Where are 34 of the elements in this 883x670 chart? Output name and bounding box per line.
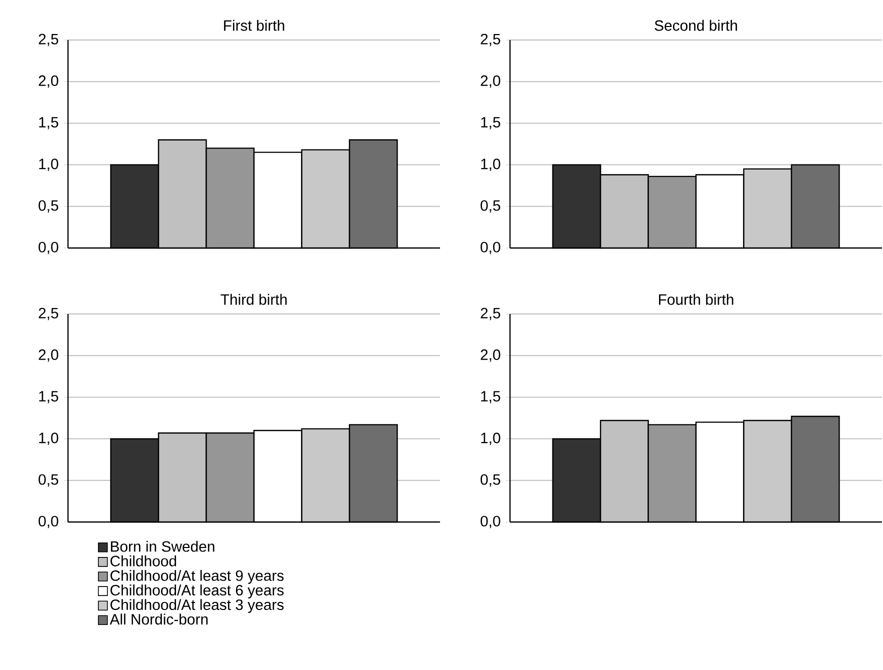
y-tick-label: 0,0	[38, 242, 58, 254]
y-tick-label: 1,0	[39, 432, 58, 445]
y-tick-label: 2,5	[38, 34, 58, 46]
y-tick-label: 0,5	[480, 474, 500, 487]
legend-label: Born in Sweden	[110, 540, 214, 552]
legend-label: Childhood/At least 9 years	[110, 570, 284, 584]
y-tick-label: 0,5	[38, 200, 58, 213]
y-tick-label: 2,5	[38, 308, 58, 320]
legend-label: Childhood	[110, 555, 176, 566]
chart-title: Third birth	[220, 294, 287, 305]
y-tick-label: 1,5	[481, 117, 500, 130]
y-tick-label: 1,0	[481, 432, 500, 445]
y-tick-label: 0,0	[38, 516, 58, 528]
y-tick-label: 2,0	[480, 75, 500, 88]
chart-title: First birth	[224, 20, 284, 31]
y-tick-label: 1,5	[39, 391, 58, 404]
y-tick-label: 2,5	[480, 34, 500, 46]
y-tick-label: 0,0	[480, 516, 500, 528]
legend-label: Childhood/At least 6 years	[110, 584, 284, 598]
y-tick-label: 2,0	[38, 75, 58, 88]
y-tick-label: 1,0	[39, 158, 58, 171]
legend-label: All Nordic-born	[110, 614, 208, 625]
y-tick-label: 1,5	[39, 117, 58, 130]
y-tick-label: 2,0	[38, 349, 58, 362]
y-tick-label: 2,0	[480, 349, 500, 362]
legend-label: Childhood/At least 3 years	[110, 599, 284, 613]
y-tick-label: 1,0	[481, 158, 500, 171]
chart-title: Fourth birth	[659, 294, 734, 305]
y-tick-label: 1,5	[481, 391, 500, 404]
y-tick-label: 0,5	[480, 200, 500, 213]
y-tick-label: 2,5	[480, 308, 500, 320]
chart-title: Second birth	[654, 20, 737, 31]
y-tick-label: 0,0	[480, 242, 500, 254]
y-tick-label: 0,5	[38, 474, 58, 487]
